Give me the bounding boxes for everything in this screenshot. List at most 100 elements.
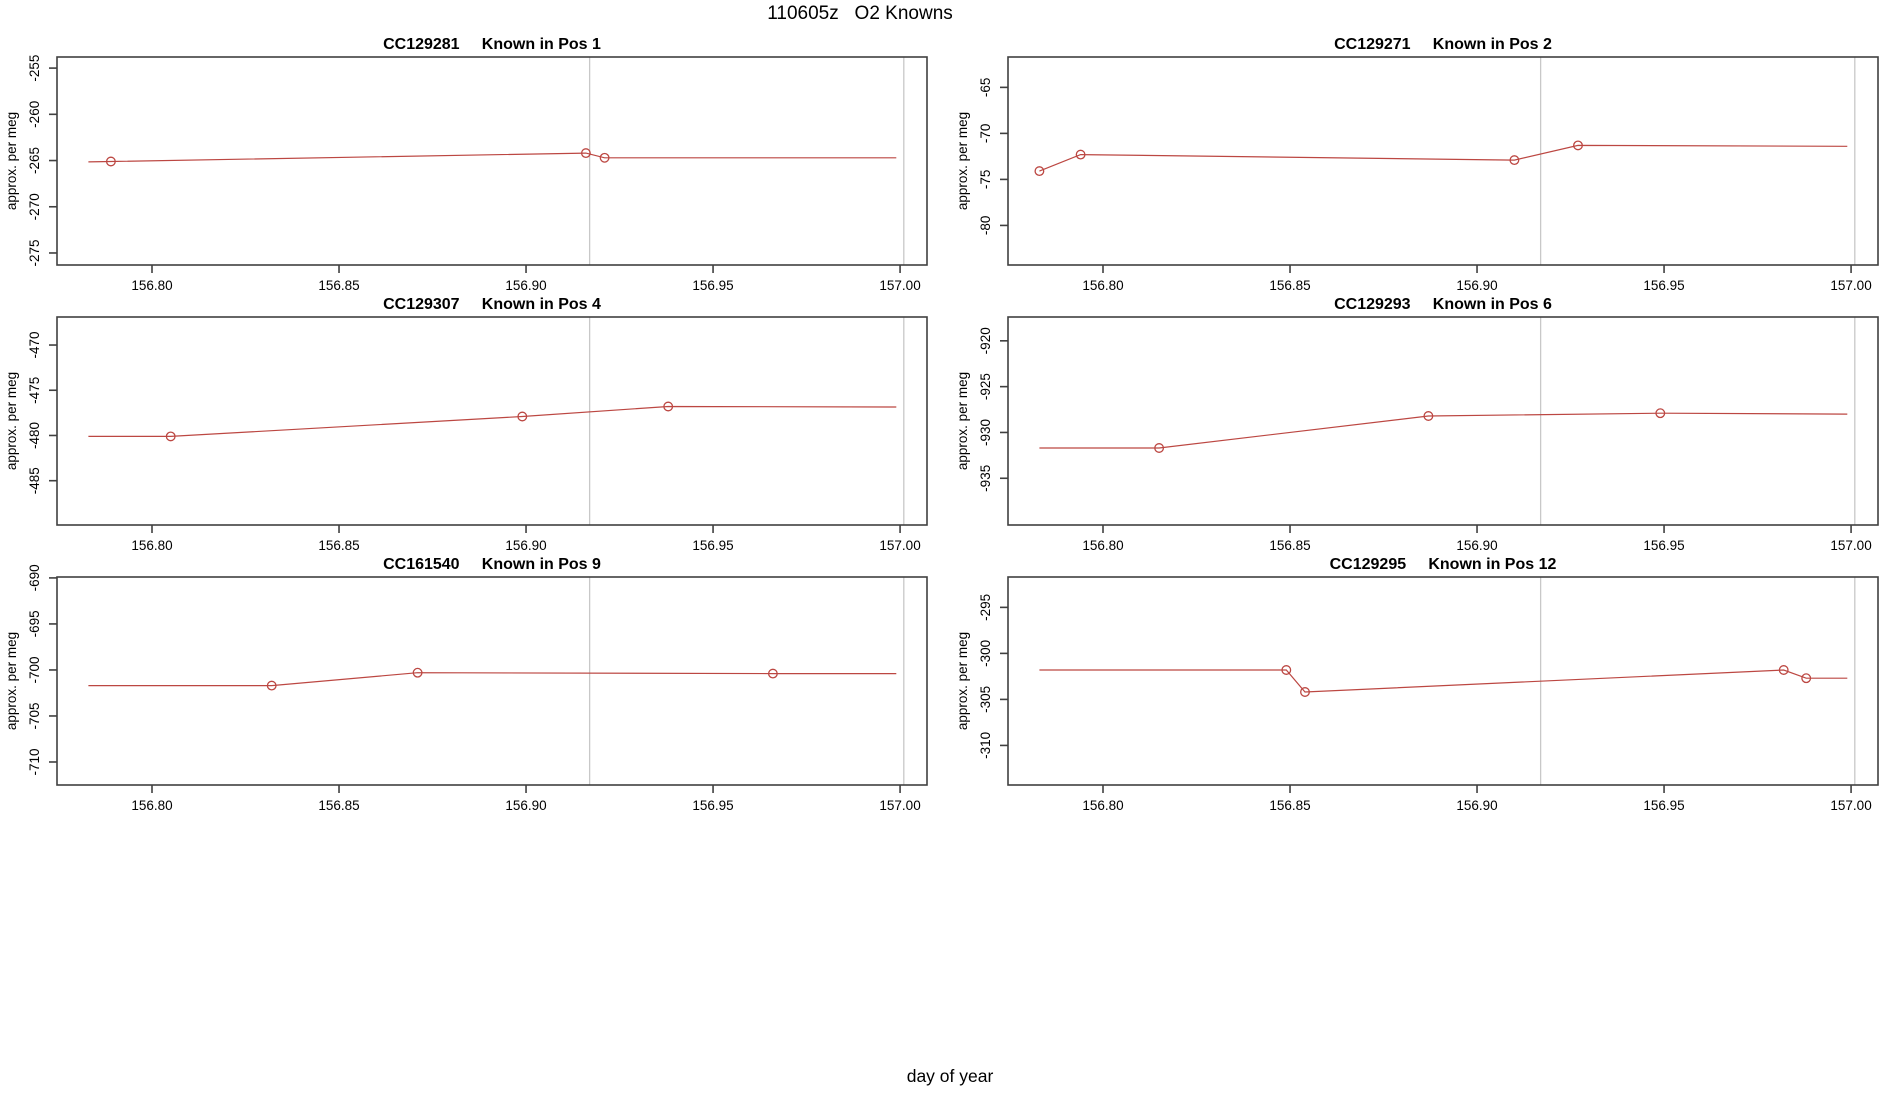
y-tick-label: -480	[27, 422, 42, 449]
y-tick-label: -700	[27, 656, 42, 683]
x-tick-label: 156.80	[1082, 278, 1123, 293]
data-point-marker	[1300, 687, 1310, 697]
data-point-marker	[1655, 408, 1666, 419]
data-point-marker	[1034, 166, 1045, 177]
x-tick-label: 156.95	[692, 798, 733, 813]
y-tick-label: -475	[27, 377, 42, 404]
data-point-marker	[1573, 140, 1583, 151]
y-tick-label: -270	[27, 193, 42, 220]
y-tick-label: -295	[978, 594, 993, 621]
data-point-marker	[663, 401, 674, 412]
data-point-marker	[412, 667, 423, 678]
plot-frame	[1007, 316, 1879, 526]
plot-frame	[56, 576, 928, 786]
data-point-marker	[165, 431, 176, 442]
subplot-CC129295: 156.80 156.85 156.90 156.95 157.00 -310 -305 -3…	[955, 556, 1879, 813]
subplot-CC161540: 156.80 156.85 156.90 156.95 157.00 -710 -705 -7…	[4, 556, 928, 813]
x-tick-label: 156.95	[1643, 798, 1684, 813]
x-tick-label: 156.80	[131, 278, 172, 293]
subplot-title: CC129295 Known in Pos 12	[1330, 556, 1557, 573]
y-axis-label: approx. per meg	[955, 112, 970, 210]
plot-frame	[1007, 576, 1879, 786]
x-tick-label: 156.80	[1082, 798, 1123, 813]
y-tick-label: -70	[978, 124, 993, 144]
y-tick-label: -695	[27, 610, 42, 637]
data-point-marker	[517, 411, 528, 422]
series-line	[1039, 412, 1848, 449]
y-axis-label: approx. per meg	[4, 112, 19, 210]
y-tick-label: -255	[27, 55, 42, 82]
y-tick-label: -485	[27, 467, 42, 494]
x-tick-label: 157.00	[879, 798, 920, 813]
x-tick-label: 156.85	[1269, 798, 1310, 813]
subplot-CC129271: 156.80 156.85 156.90 156.95 157.00 -80 -75 -70 -…	[955, 36, 1879, 293]
subplot-title: CC129281 Known in Pos 1	[383, 36, 601, 53]
data-point-marker	[1778, 665, 1789, 675]
data-point-marker	[1281, 665, 1292, 675]
x-tick-label: 156.85	[1269, 278, 1310, 293]
y-tick-label: -470	[27, 331, 42, 358]
data-point-marker	[1423, 411, 1434, 421]
subplot-title: CC129271 Known in Pos 2	[1334, 36, 1552, 53]
x-tick-label: 156.90	[1456, 278, 1497, 293]
figure-title: 110605z O2 Knowns	[767, 3, 953, 24]
y-tick-label: -710	[27, 748, 42, 775]
data-point-marker	[1801, 673, 1812, 684]
y-tick-label: -265	[27, 147, 42, 174]
subplot-CC129281: 156.80 156.85 156.90 156.95 157.00 -275 -270 -2…	[4, 36, 928, 293]
data-point-marker	[1075, 149, 1086, 160]
y-tick-label: -690	[27, 564, 42, 591]
x-tick-label: 157.00	[1830, 278, 1871, 293]
y-axis-label: approx. per meg	[955, 632, 970, 730]
series-line	[88, 152, 897, 163]
x-tick-label: 156.90	[1456, 798, 1497, 813]
x-tick-label: 156.85	[318, 278, 359, 293]
series-line	[1039, 669, 1848, 693]
series-line	[88, 405, 897, 437]
subplot-CC129293: 156.80 156.85 156.90 156.95 157.00 -935 -930 -9…	[955, 296, 1879, 553]
data-point-marker	[105, 156, 116, 167]
subplot-title: CC129307 Known in Pos 4	[383, 296, 601, 313]
y-tick-label: -80	[978, 216, 993, 236]
y-tick-label: -705	[27, 702, 42, 729]
x-tick-label: 157.00	[1830, 538, 1871, 553]
x-tick-label: 156.85	[1269, 538, 1310, 553]
x-tick-label: 156.95	[692, 278, 733, 293]
series-line	[1039, 144, 1848, 172]
y-tick-label: -275	[27, 239, 42, 266]
x-tick-label: 156.90	[505, 798, 546, 813]
y-tick-label: -935	[978, 465, 993, 492]
y-axis-label: approx. per meg	[4, 372, 19, 470]
x-tick-label: 157.00	[879, 278, 920, 293]
plot-frame	[56, 56, 928, 266]
data-point-marker	[266, 680, 277, 691]
data-point-marker	[1154, 443, 1165, 453]
x-tick-label: 156.95	[1643, 278, 1684, 293]
subplot-CC129307: 156.80 156.85 156.90 156.95 157.00 -485 -480 -4…	[4, 296, 928, 553]
x-tick-label: 156.90	[505, 538, 546, 553]
y-axis-label: approx. per meg	[955, 372, 970, 470]
x-tick-label: 156.80	[131, 538, 172, 553]
x-tick-label: 156.80	[131, 798, 172, 813]
y-tick-label: -920	[978, 327, 993, 354]
data-point-marker	[580, 148, 591, 159]
y-tick-label: -260	[27, 101, 42, 128]
x-tick-label: 156.80	[1082, 538, 1123, 553]
x-tick-label: 157.00	[1830, 798, 1871, 813]
y-tick-label: -925	[978, 373, 993, 400]
x-tick-label: 156.90	[1456, 538, 1497, 553]
plot-frame	[1007, 56, 1879, 266]
x-tick-label: 156.95	[692, 538, 733, 553]
y-tick-label: -305	[978, 686, 993, 713]
y-tick-label: -930	[978, 419, 993, 446]
x-tick-label: 156.90	[505, 278, 546, 293]
series-line	[88, 672, 897, 687]
y-axis-label: approx. per meg	[4, 632, 19, 730]
x-axis-label: day of year	[906, 1066, 994, 1086]
y-tick-label: -65	[978, 78, 993, 98]
y-tick-label: -300	[978, 640, 993, 667]
subplot-title: CC129293 Known in Pos 6	[1334, 296, 1552, 313]
data-point-marker	[1509, 155, 1520, 166]
